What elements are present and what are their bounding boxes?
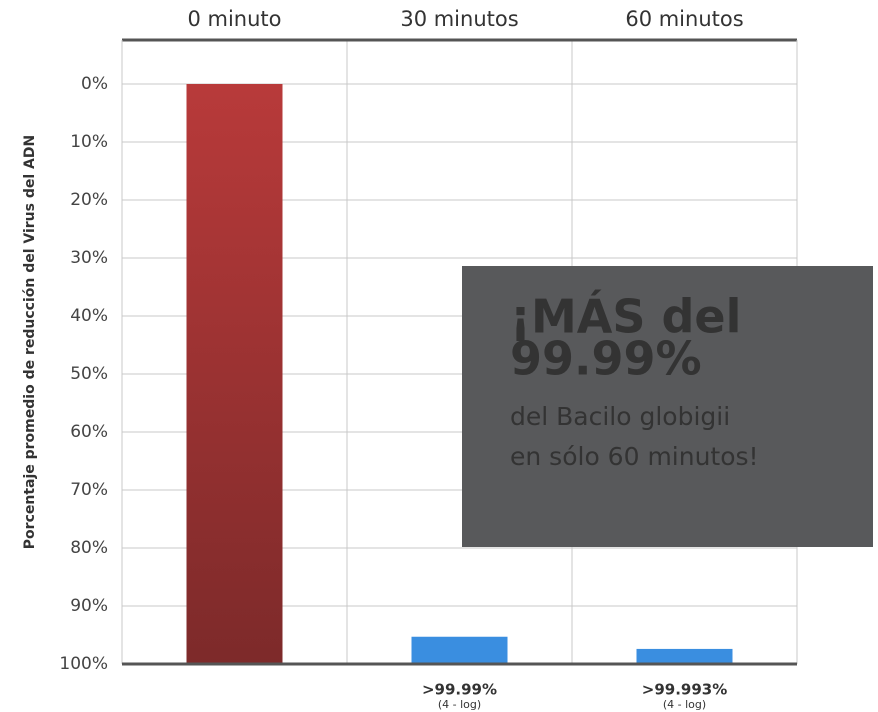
category-label: 60 minutos: [625, 7, 743, 31]
bar-annotation: >99.993%: [642, 681, 727, 699]
bar-subannotation: (4 - log): [663, 698, 706, 711]
callout-body: en sólo 60 minutos!: [510, 442, 759, 471]
y-tick-label: 30%: [70, 248, 108, 268]
bar: [636, 648, 733, 664]
callout-headline: 99.99%: [510, 332, 702, 386]
y-tick-label: 90%: [70, 596, 108, 616]
callout-body: del Bacilo globigii: [510, 402, 730, 431]
y-tick-label: 50%: [70, 364, 108, 384]
bar: [411, 636, 508, 664]
bar-annotation: >99.99%: [422, 681, 497, 699]
callout-headline: ¡MÁS del: [510, 290, 741, 344]
y-tick-label: 10%: [70, 132, 108, 152]
y-axis-label: Porcentaje promedio de reducción del Vir…: [22, 135, 38, 549]
y-tick-label: 70%: [70, 480, 108, 500]
bar-subannotation: (4 - log): [438, 698, 481, 711]
callout-box: [462, 266, 873, 547]
y-tick-label: 0%: [81, 74, 108, 94]
y-tick-label: 40%: [70, 306, 108, 326]
category-label: 30 minutos: [400, 7, 518, 31]
y-tick-label: 60%: [70, 422, 108, 442]
y-tick-label: 80%: [70, 538, 108, 558]
category-label: 0 minuto: [187, 7, 281, 31]
bar: [186, 84, 283, 664]
y-tick-label: 100%: [59, 654, 108, 674]
y-tick-label: 20%: [70, 190, 108, 210]
